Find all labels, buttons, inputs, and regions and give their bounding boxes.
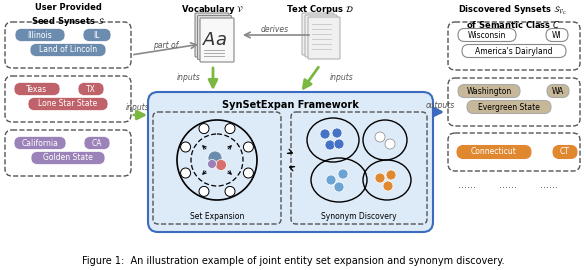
Text: Text Corpus $\mathcal{D}$: Text Corpus $\mathcal{D}$	[286, 3, 354, 16]
Text: California: California	[22, 139, 59, 147]
FancyBboxPatch shape	[14, 137, 66, 150]
Text: Figure 1:  An illustration example of joint entity set expansion and synonym dis: Figure 1: An illustration example of joi…	[81, 256, 505, 266]
Text: outputs: outputs	[425, 100, 455, 110]
Text: Lone Star State: Lone Star State	[38, 100, 98, 109]
Text: ......: ......	[458, 180, 476, 190]
FancyBboxPatch shape	[448, 133, 580, 171]
FancyBboxPatch shape	[30, 43, 106, 56]
FancyBboxPatch shape	[5, 22, 131, 68]
Circle shape	[243, 168, 253, 178]
Circle shape	[332, 128, 342, 138]
Text: Vocabulary $\mathcal{V}$: Vocabulary $\mathcal{V}$	[181, 3, 245, 16]
FancyBboxPatch shape	[448, 22, 580, 70]
Text: inputs: inputs	[126, 103, 150, 113]
Circle shape	[180, 168, 190, 178]
Circle shape	[375, 173, 385, 183]
Circle shape	[383, 181, 393, 191]
Text: TX: TX	[86, 85, 96, 93]
FancyBboxPatch shape	[28, 97, 108, 110]
FancyBboxPatch shape	[15, 29, 65, 42]
Text: Wisconsin: Wisconsin	[468, 31, 506, 39]
Text: SynSetExpan Framework: SynSetExpan Framework	[222, 100, 359, 110]
Text: Golden State: Golden State	[43, 154, 93, 163]
FancyBboxPatch shape	[197, 15, 231, 59]
Circle shape	[225, 186, 235, 196]
Circle shape	[199, 124, 209, 134]
Circle shape	[334, 139, 344, 149]
FancyBboxPatch shape	[83, 29, 111, 42]
Text: inputs: inputs	[176, 73, 200, 83]
FancyBboxPatch shape	[5, 76, 131, 122]
Circle shape	[243, 142, 253, 152]
FancyBboxPatch shape	[458, 85, 520, 97]
FancyBboxPatch shape	[305, 15, 337, 57]
FancyBboxPatch shape	[31, 151, 105, 164]
Text: Texas: Texas	[26, 85, 47, 93]
Text: ......: ......	[540, 180, 558, 190]
FancyBboxPatch shape	[84, 137, 110, 150]
Text: IL: IL	[94, 31, 100, 39]
FancyBboxPatch shape	[302, 13, 334, 55]
Circle shape	[334, 182, 344, 192]
FancyBboxPatch shape	[547, 85, 569, 97]
FancyBboxPatch shape	[195, 13, 229, 57]
Text: Washington: Washington	[466, 86, 512, 96]
FancyBboxPatch shape	[5, 130, 131, 176]
FancyBboxPatch shape	[14, 83, 60, 96]
Text: CA: CA	[92, 139, 102, 147]
FancyBboxPatch shape	[553, 146, 577, 158]
Circle shape	[180, 142, 190, 152]
Text: Connecticut: Connecticut	[471, 147, 517, 157]
Circle shape	[207, 160, 216, 168]
Text: User Provided
Seed Synsets $\mathcal{S}$: User Provided Seed Synsets $\mathcal{S}$	[31, 3, 105, 28]
FancyBboxPatch shape	[458, 29, 516, 42]
Text: Land of Lincoln: Land of Lincoln	[39, 46, 97, 55]
Circle shape	[386, 170, 396, 180]
Text: part of: part of	[154, 42, 179, 50]
Circle shape	[338, 169, 348, 179]
Circle shape	[325, 140, 335, 150]
FancyBboxPatch shape	[200, 18, 234, 62]
Text: WA: WA	[552, 86, 564, 96]
Text: Illinois: Illinois	[28, 31, 52, 39]
FancyBboxPatch shape	[462, 45, 566, 58]
Circle shape	[216, 160, 227, 170]
Text: inputs: inputs	[330, 73, 354, 83]
Text: WI: WI	[552, 31, 562, 39]
Text: America's Dairyland: America's Dairyland	[475, 46, 553, 56]
Text: Discovered Synsets $\mathcal{S}_{\mathcal{V}_C}$
of Semantic Class $C$: Discovered Synsets $\mathcal{S}_{\mathca…	[458, 3, 568, 30]
Text: $Aa$: $Aa$	[202, 31, 227, 49]
Circle shape	[225, 124, 235, 134]
Text: ......: ......	[499, 180, 517, 190]
FancyBboxPatch shape	[448, 78, 580, 126]
Text: Synonym Discovery: Synonym Discovery	[321, 212, 397, 221]
FancyBboxPatch shape	[148, 92, 433, 232]
Text: derives: derives	[261, 25, 289, 33]
FancyBboxPatch shape	[467, 100, 551, 113]
FancyBboxPatch shape	[78, 83, 104, 96]
Text: Set Expansion: Set Expansion	[190, 212, 244, 221]
Circle shape	[375, 132, 385, 142]
Circle shape	[208, 151, 222, 165]
Text: CT: CT	[560, 147, 570, 157]
Circle shape	[326, 175, 336, 185]
FancyBboxPatch shape	[457, 146, 531, 158]
Circle shape	[199, 186, 209, 196]
Circle shape	[385, 139, 395, 149]
FancyBboxPatch shape	[546, 29, 568, 42]
Text: Evergreen State: Evergreen State	[478, 103, 540, 112]
FancyBboxPatch shape	[308, 17, 340, 59]
Circle shape	[320, 129, 330, 139]
